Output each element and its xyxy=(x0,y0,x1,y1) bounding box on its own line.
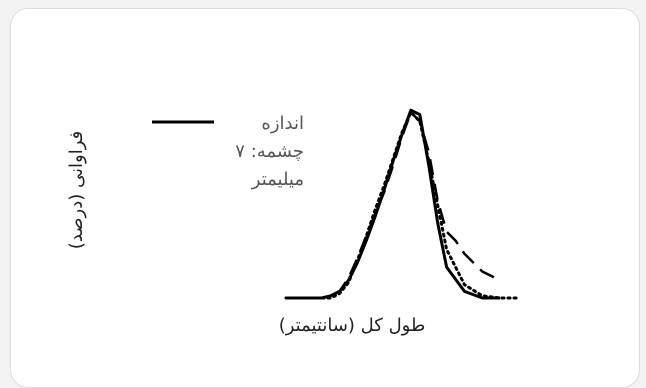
chart-card xyxy=(10,8,640,388)
y-axis-label: فراوانی (درصد) xyxy=(66,131,87,249)
legend-label-line-2: چشمه: ۷ xyxy=(235,141,304,162)
series-layer xyxy=(284,108,520,300)
legend: اندازه چشمه: ۷ میلیمتر xyxy=(152,113,304,190)
series-line-dashed xyxy=(286,111,501,300)
series-line-dotted xyxy=(284,110,520,300)
series-line-solid xyxy=(286,108,501,300)
legend-label-line-3: میلیمتر xyxy=(251,169,304,190)
chart-svg: اندازه چشمه: ۷ میلیمتر طول کل (سانتیمتر)… xyxy=(66,108,520,336)
x-axis-label: طول کل (سانتیمتر) xyxy=(279,315,426,336)
legend-label-line-1: اندازه xyxy=(261,113,304,134)
